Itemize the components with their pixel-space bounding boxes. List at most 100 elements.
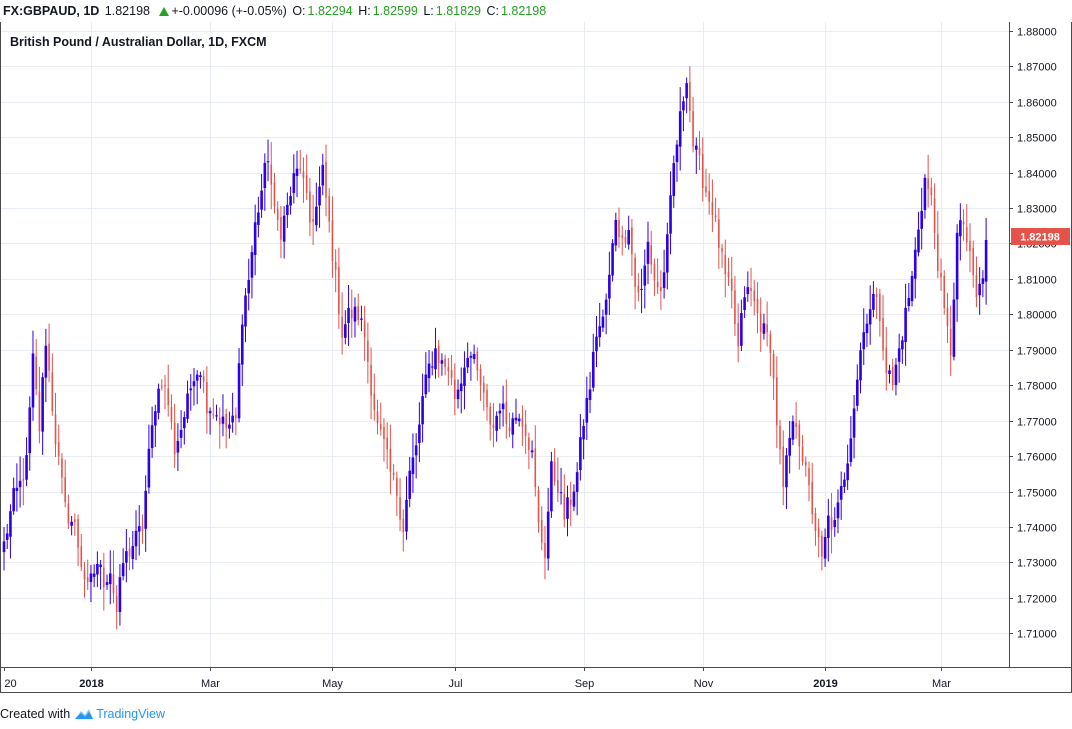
candle [766,301,768,347]
candle [604,293,608,335]
candle-body [482,382,485,393]
candle [740,299,743,352]
candle-body [856,379,859,406]
candle [22,457,25,506]
candle-body [913,249,917,279]
candle [402,509,405,552]
candle-body [370,364,372,396]
up-arrow-icon [159,7,170,16]
candle [389,424,392,495]
candle [418,402,421,463]
candle-body [759,313,762,333]
candle [341,292,343,355]
candle [74,513,76,536]
candle-body [949,328,952,356]
candle-body [459,383,463,392]
candle-body [131,546,135,560]
candle [891,358,894,391]
candle [563,474,566,528]
candle [405,476,408,540]
candle [798,420,801,470]
candle-body [882,318,884,351]
candle [521,405,524,446]
price-axis[interactable]: 1.71000 1.72000 1.73000 1.74000 1.75000 1.760… [1009,27,1057,641]
candle-body [701,154,704,188]
symbol-title[interactable]: FX:GBPAUD, 1D [3,4,100,18]
candle [144,475,147,552]
candle [756,282,759,334]
candle [901,336,904,365]
candle [821,530,823,571]
candle-body [315,206,318,226]
candle-body [734,290,736,324]
candle [392,464,395,481]
candle-body [28,407,32,453]
candle-body [575,472,579,492]
x-tick-label: 2019 [813,678,837,690]
candle-body [299,168,302,171]
candle [933,183,936,250]
candle [96,551,99,588]
candle-body [199,375,202,378]
candle [753,280,756,316]
candle-body [762,323,766,334]
candle-body [978,283,981,296]
candle-body [852,408,856,438]
candle-body [386,437,388,450]
candlestick-chart[interactable]: 1.71000 1.72000 1.73000 1.74000 1.75000 1.760… [0,22,1072,700]
candle-body [689,82,691,111]
candle-body [862,332,866,350]
candle-body [595,336,598,352]
candle-body [811,481,814,515]
candle-body [872,293,875,310]
candle [305,154,308,201]
candle-body [195,374,199,381]
candle-body [321,164,325,186]
candle-body [743,297,746,311]
candle [170,394,173,430]
tradingview-link[interactable]: TradingView [74,703,165,725]
candle [965,204,968,252]
candle [984,217,988,305]
candle [843,472,846,494]
candle [447,358,450,386]
candle-body [553,461,556,482]
candle-body [472,354,476,359]
candle-body [48,343,50,371]
candle [937,211,939,279]
time-axis[interactable]: 20 2018 Mar May Jul Sep Nov 2019 Mar [4,667,951,690]
candle-body [41,377,44,432]
candle [437,340,440,378]
candle [811,462,814,524]
candle-body [77,519,79,548]
candle-body [901,340,904,350]
candle-body [611,243,614,276]
candle-body [331,220,334,262]
candle-body [569,499,572,505]
candle [379,402,382,436]
candle-body [402,518,405,533]
candle-body [782,446,785,487]
candle [846,444,849,490]
y-tick-label: 1.85000 [1017,133,1057,145]
candle [192,367,196,406]
candle-body [692,111,694,147]
tradingview-logo-icon [75,709,94,719]
candle-body [868,309,872,325]
candle-body [930,187,933,196]
candle-body [74,519,76,523]
candle [218,407,221,449]
candle-body [559,492,563,494]
candle-body [57,442,60,456]
candle-body [392,472,395,476]
x-tick-label: 2018 [79,678,103,690]
candle [99,560,102,590]
candle [315,182,318,232]
candle [879,288,881,337]
candle-body [546,511,550,559]
candle-body [396,478,398,496]
candle-body [25,455,28,480]
candle-body [115,596,118,612]
candle [734,275,736,337]
candle-body [821,535,823,557]
